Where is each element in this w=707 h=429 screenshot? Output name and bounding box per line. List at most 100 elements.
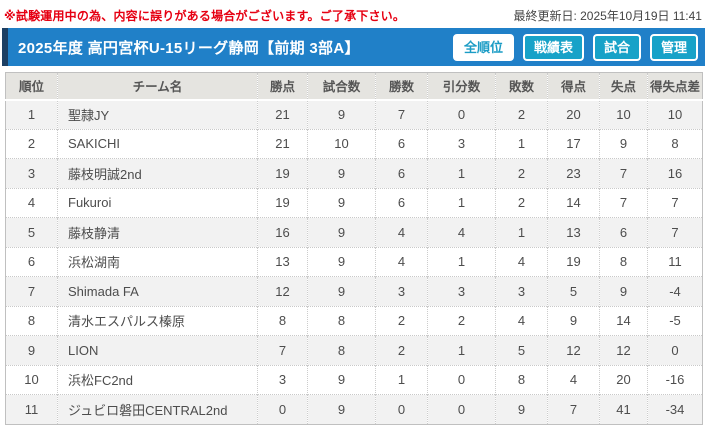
tab-admin[interactable]: 管理 — [649, 33, 698, 61]
team-name-cell: 藤枝明誠2nd — [57, 158, 258, 188]
goals-for-cell: 14 — [547, 187, 600, 218]
goals-for-cell: 9 — [547, 305, 600, 336]
losses-cell: 2 — [495, 99, 548, 129]
goals-against-cell: 9 — [599, 128, 648, 159]
draws-cell: 1 — [427, 335, 496, 365]
rank-cell: 7 — [5, 276, 58, 306]
draws-cell: 0 — [427, 394, 496, 424]
losses-cell: 5 — [495, 335, 548, 365]
played-cell: 9 — [307, 217, 376, 247]
draws-cell: 1 — [427, 158, 496, 188]
draws-cell: 3 — [427, 276, 496, 306]
points-cell: 21 — [257, 128, 308, 159]
goals-against-cell: 7 — [599, 187, 648, 218]
goal-diff-cell: 7 — [647, 217, 703, 247]
table-row: 4 Fukuroi 19 9 6 1 2 14 7 7 — [5, 187, 703, 218]
tab-matches[interactable]: 試合 — [592, 33, 641, 61]
rank-cell: 6 — [5, 246, 58, 277]
goals-for-cell: 5 — [547, 276, 600, 306]
top-bar: ※試験運用中の為、内容に誤りがある場合がございます。ご了承下さい。 最終更新日:… — [0, 0, 707, 26]
page-title: 2025年度 高円宮杯U-15リーグ静岡【前期 3部A】 — [18, 39, 360, 57]
rank-cell: 1 — [27, 107, 36, 122]
wins-cell: 1 — [375, 364, 428, 395]
losses-cell: 3 — [495, 276, 548, 306]
points-cell: 3 — [257, 364, 308, 395]
draws-cell: 1 — [427, 187, 496, 218]
col-header-losses: 敗数 — [495, 72, 548, 101]
goals-for-cell: 7 — [547, 394, 600, 424]
wins-cell: 6 — [375, 158, 428, 188]
goals-for-cell: 19 — [547, 246, 600, 277]
goal-diff-cell: 16 — [647, 158, 703, 188]
wins-cell: 7 — [375, 99, 428, 129]
goal-diff-cell: -16 — [647, 364, 703, 395]
header-row: 順位 チーム名 勝点 試合数 勝数 引分数 敗数 得点 失点 得失点差 — [5, 72, 703, 101]
played-cell: 9 — [307, 187, 376, 218]
losses-cell: 9 — [495, 394, 548, 424]
points-cell: 7 — [257, 335, 308, 365]
goal-diff-cell: 0 — [647, 335, 703, 365]
team-name-cell: 藤枝静清 — [57, 217, 258, 247]
goals-against-cell: 6 — [599, 217, 648, 247]
wins-cell: 0 — [375, 394, 428, 424]
wins-cell: 3 — [375, 276, 428, 306]
goal-diff-cell: -4 — [647, 276, 703, 306]
losses-cell: 1 — [495, 217, 548, 247]
points-cell: 19 — [257, 158, 308, 188]
losses-cell: 4 — [495, 305, 548, 336]
goals-for-cell: 23 — [547, 158, 600, 188]
team-name-cell: LION — [57, 335, 258, 365]
draws-cell: 3 — [427, 128, 496, 159]
tab-all-rankings[interactable]: 全順位 — [452, 33, 514, 61]
points-cell: 21 — [257, 99, 308, 129]
col-header-goal-diff: 得失点差 — [647, 72, 703, 101]
col-header-points: 勝点 — [257, 72, 308, 101]
losses-cell: 2 — [495, 158, 548, 188]
goals-for-cell: 20 — [547, 99, 600, 129]
col-header-wins: 勝数 — [375, 72, 428, 101]
col-header-draws: 引分数 — [427, 72, 496, 101]
rank-cell: 8 — [5, 305, 58, 336]
wins-cell: 6 — [375, 128, 428, 159]
played-cell: 9 — [307, 276, 376, 306]
draws-cell: 2 — [427, 305, 496, 336]
points-cell: 8 — [257, 305, 308, 336]
table-row: 2 SAKICHI 21 10 6 3 1 17 9 8 — [5, 128, 703, 159]
team-name-cell: 聖隷JY — [57, 99, 258, 129]
goals-against-cell: 8 — [599, 246, 648, 277]
team-name-cell: ジュビロ磐田CENTRAL2nd — [57, 394, 258, 424]
rank-cell: 10 — [5, 364, 58, 395]
trial-operation-notice: ※試験運用中の為、内容に誤りがある場合がございます。ご了承下さい。 — [4, 9, 406, 23]
table-row: 5 藤枝静清 16 9 4 4 1 13 6 7 — [5, 217, 703, 247]
table-row: 7 Shimada FA 12 9 3 3 3 5 9 -4 — [5, 276, 703, 306]
tab-results-grid[interactable]: 戦績表 — [522, 33, 584, 61]
standings-body: 1 聖隷JY 21 9 7 0 2 20 10 10 2 SAKICHI 21 10 6 3 1 17 9 8 3 藤枝明… — [5, 99, 703, 424]
goals-for-cell: 13 — [547, 217, 600, 247]
goal-diff-cell: -5 — [647, 305, 703, 336]
wins-cell: 2 — [375, 305, 428, 336]
standings-table: 順位 チーム名 勝点 試合数 勝数 引分数 敗数 得点 失点 得失点差 1 聖隷J… — [5, 72, 703, 425]
team-name-cell: SAKICHI — [57, 128, 258, 159]
points-cell: 0 — [257, 394, 308, 424]
col-header-team: チーム名 — [57, 72, 258, 101]
played-cell: 9 — [307, 99, 376, 129]
goals-against-cell: 14 — [599, 305, 648, 336]
goals-against-cell: 20 — [599, 364, 648, 395]
points-cell: 19 — [257, 187, 308, 218]
col-header-goals-against: 失点 — [599, 72, 648, 101]
table-row: 3 藤枝明誠2nd 19 9 6 1 2 23 7 16 — [5, 158, 703, 188]
rank-cell: 2 — [5, 128, 58, 159]
rank-cell: 5 — [5, 217, 58, 247]
table-row: 6 浜松湖南 13 9 4 1 4 19 8 11 — [5, 246, 703, 277]
rank-cell: 3 — [5, 158, 58, 188]
wins-cell: 4 — [375, 246, 428, 277]
draws-cell: 1 — [427, 246, 496, 277]
points-cell: 16 — [257, 217, 308, 247]
wins-cell: 4 — [375, 217, 428, 247]
played-cell: 9 — [307, 246, 376, 277]
goal-diff-cell: 7 — [647, 187, 703, 218]
table-row: 10 浜松FC2nd 3 9 1 0 8 4 20 -16 — [5, 364, 703, 395]
goal-diff-cell: 10 — [647, 99, 703, 129]
goals-against-cell: 9 — [599, 276, 648, 306]
goal-diff-cell: -34 — [647, 394, 703, 424]
